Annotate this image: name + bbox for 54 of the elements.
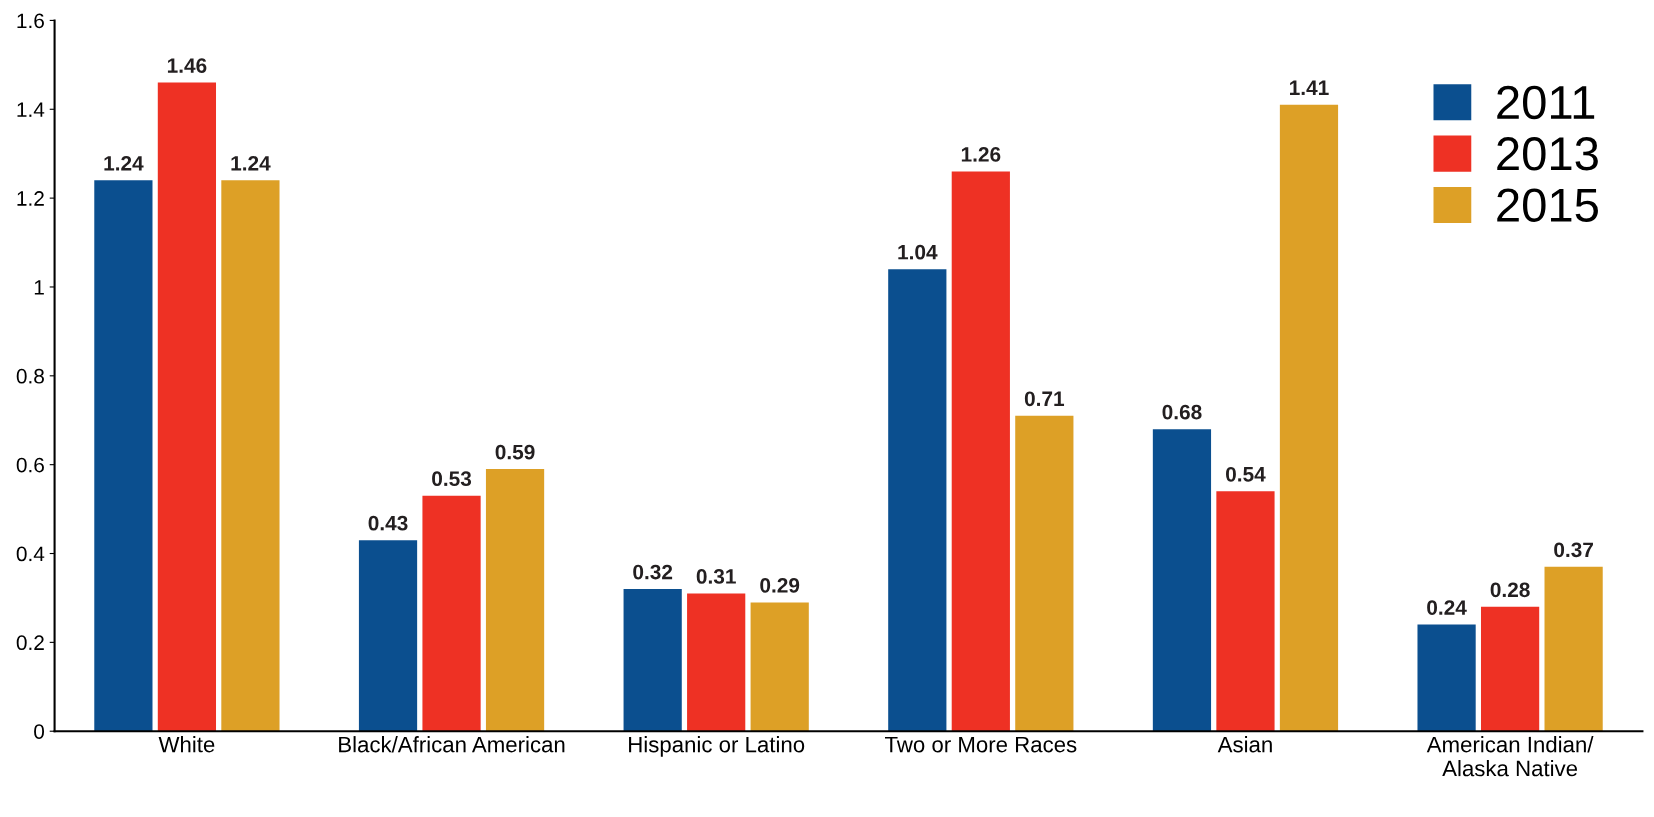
bar (1279, 104, 1339, 732)
bar (1015, 415, 1074, 732)
data-label: 0.31 (696, 569, 736, 584)
y-tick-label: 1.2 (17, 191, 44, 206)
bar (358, 540, 418, 732)
y-tick-label: 0.6 (16, 457, 44, 473)
data-label: 0.37 (1554, 542, 1593, 558)
data-label: 1.04 (898, 244, 938, 260)
bar (623, 589, 682, 732)
legend-label: 2013 (1497, 137, 1598, 171)
data-label: 0.71 (1024, 391, 1065, 407)
bar (1152, 429, 1212, 732)
data-label: 0.29 (760, 577, 800, 593)
bar (157, 82, 217, 732)
bar (422, 495, 481, 732)
data-label: 1.24 (104, 155, 144, 171)
x-tick-label: Two or More Races (885, 736, 1077, 753)
data-label: 1.46 (167, 58, 207, 73)
legend-label: 2015 (1497, 188, 1598, 222)
bar (1480, 606, 1540, 732)
y-tick-label: 0 (34, 724, 45, 739)
bar (1544, 566, 1603, 732)
bar (1216, 491, 1275, 732)
y-tick-label: 0.4 (16, 546, 45, 562)
bar (750, 602, 809, 732)
bar (221, 180, 280, 732)
bar (888, 269, 947, 732)
y-tick-label: 1.4 (17, 102, 45, 117)
data-label: 0.28 (1490, 582, 1530, 598)
data-label: 1.24 (231, 155, 271, 171)
data-label: 0.54 (1226, 466, 1266, 482)
y-tick-label: 1.6 (17, 13, 44, 29)
data-label: 0.24 (1427, 600, 1467, 615)
data-label: 1.41 (1290, 80, 1329, 95)
y-tick-label: 1 (34, 280, 44, 295)
y-tick-label: 0.2 (16, 635, 44, 651)
data-label: 1.26 (961, 147, 1001, 162)
bar (485, 469, 545, 732)
legend-label: 2011 (1497, 85, 1595, 120)
x-tick-label: American Indian/ Alaska Native (1426, 736, 1594, 777)
bar (687, 593, 746, 732)
data-label: 0.32 (633, 564, 673, 580)
data-label: 0.68 (1162, 404, 1202, 420)
y-tick-label: 0.8 (16, 368, 44, 384)
bar (94, 180, 153, 732)
x-tick-label: Hispanic or Latino (629, 736, 805, 757)
data-label: 0.53 (432, 471, 472, 487)
x-tick-label: Black/African American (339, 736, 565, 753)
bar (1417, 624, 1476, 732)
x-tick-label: Asian (1217, 736, 1272, 753)
bar (951, 171, 1010, 732)
x-tick-label: White (158, 736, 215, 753)
data-label: 0.43 (368, 515, 408, 531)
data-label: 0.59 (495, 444, 535, 460)
